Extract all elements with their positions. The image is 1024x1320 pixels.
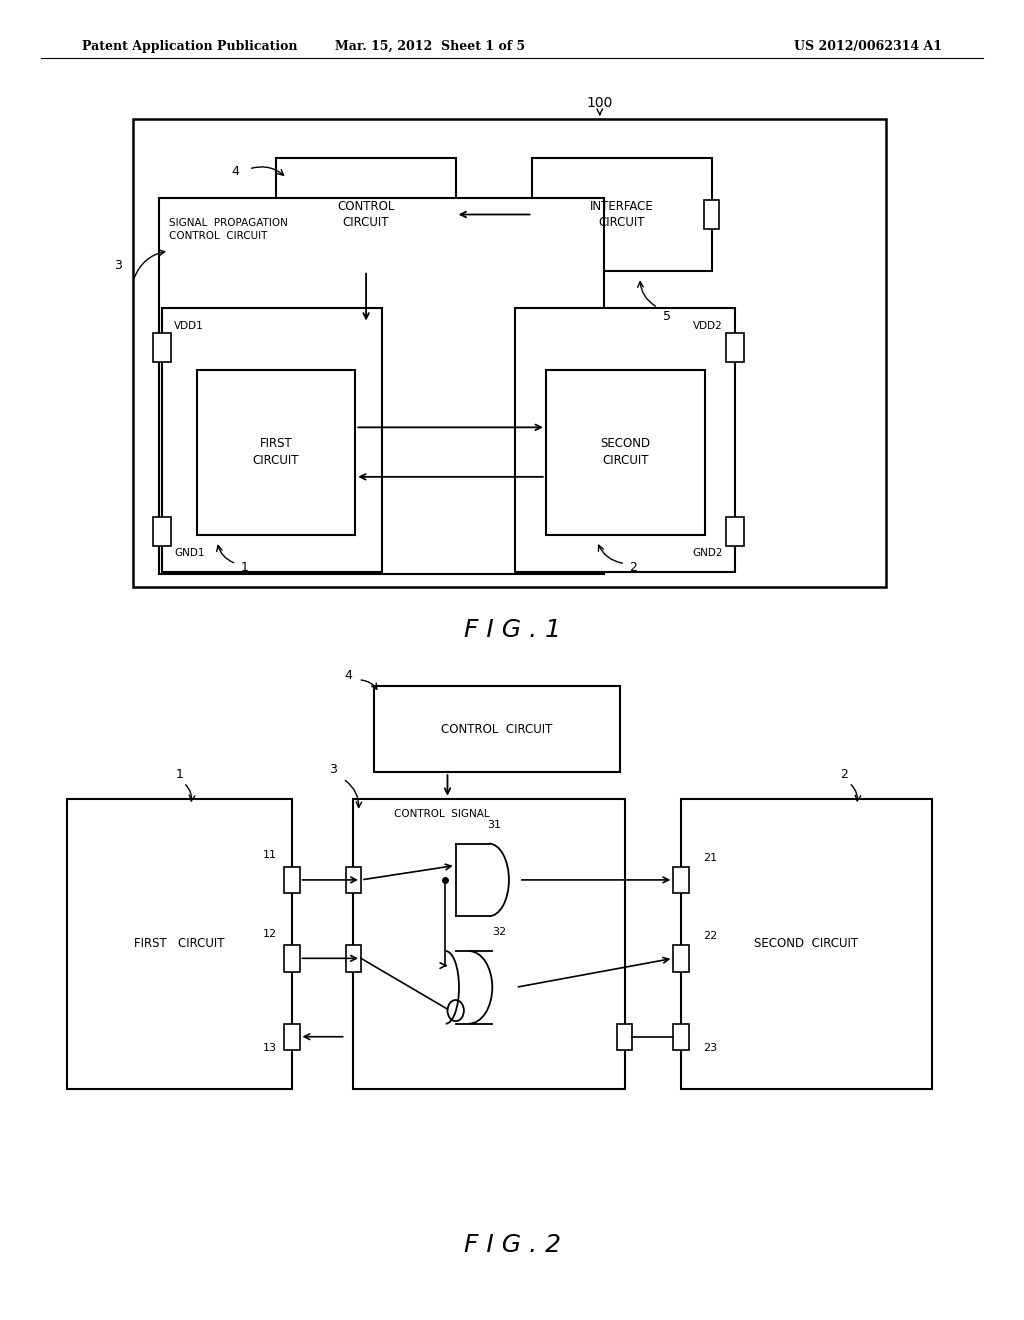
Bar — [674, 945, 689, 972]
Text: 3: 3 — [329, 763, 337, 776]
Text: 2: 2 — [629, 561, 637, 574]
Bar — [546, 370, 705, 535]
Text: GND2: GND2 — [692, 548, 723, 558]
Text: 12: 12 — [262, 928, 276, 939]
Text: INTERFACE
CIRCUIT: INTERFACE CIRCUIT — [590, 199, 654, 230]
Bar — [153, 517, 171, 546]
Text: 31: 31 — [487, 820, 501, 830]
Text: 4: 4 — [231, 165, 240, 178]
Text: SECOND
CIRCUIT: SECOND CIRCUIT — [600, 437, 650, 467]
Text: 21: 21 — [703, 853, 718, 863]
Text: 2: 2 — [840, 768, 848, 781]
Bar — [197, 370, 355, 535]
Text: 13: 13 — [262, 1043, 276, 1053]
Text: CONTROL  CIRCUIT: CONTROL CIRCUIT — [441, 723, 552, 735]
Bar — [674, 867, 689, 894]
Text: CONTROL
CIRCUIT: CONTROL CIRCUIT — [337, 199, 395, 230]
Text: FIRST
CIRCUIT: FIRST CIRCUIT — [253, 437, 299, 467]
Text: 1: 1 — [175, 768, 183, 781]
Bar — [276, 158, 456, 271]
Bar — [133, 119, 886, 587]
Bar — [285, 867, 300, 894]
Text: F I G . 2: F I G . 2 — [464, 1233, 560, 1257]
Text: FIRST   CIRCUIT: FIRST CIRCUIT — [134, 937, 224, 950]
Bar — [374, 686, 620, 772]
Text: 11: 11 — [262, 850, 276, 861]
Text: SIGNAL  PROPAGATION
CONTROL  CIRCUIT: SIGNAL PROPAGATION CONTROL CIRCUIT — [169, 218, 288, 242]
Text: 32: 32 — [493, 927, 506, 937]
Bar — [345, 945, 360, 972]
Text: 100: 100 — [587, 95, 613, 110]
Text: Mar. 15, 2012  Sheet 1 of 5: Mar. 15, 2012 Sheet 1 of 5 — [335, 40, 525, 53]
Bar — [162, 308, 382, 572]
Bar — [345, 867, 360, 894]
Bar — [515, 308, 735, 572]
Text: 1: 1 — [241, 561, 248, 574]
Text: 5: 5 — [663, 310, 671, 323]
Bar — [67, 799, 292, 1089]
Bar — [705, 199, 720, 230]
Text: US 2012/0062314 A1: US 2012/0062314 A1 — [794, 40, 942, 53]
Bar — [285, 1023, 300, 1049]
Text: GND1: GND1 — [174, 548, 205, 558]
Bar — [726, 517, 744, 546]
Text: 4: 4 — [344, 669, 352, 682]
Bar — [681, 799, 932, 1089]
Text: 3: 3 — [114, 259, 122, 272]
Bar — [726, 333, 744, 362]
Bar — [153, 333, 171, 362]
Bar — [353, 799, 625, 1089]
Text: CONTROL  SIGNAL: CONTROL SIGNAL — [394, 809, 489, 820]
Text: F I G . 1: F I G . 1 — [464, 618, 560, 642]
Text: SECOND  CIRCUIT: SECOND CIRCUIT — [755, 937, 858, 950]
Bar — [616, 1023, 633, 1049]
Text: 23: 23 — [703, 1043, 718, 1053]
Text: VDD1: VDD1 — [174, 321, 204, 331]
Bar — [674, 1023, 689, 1049]
Bar — [159, 198, 604, 574]
Bar — [532, 158, 712, 271]
Text: Patent Application Publication: Patent Application Publication — [82, 40, 297, 53]
Text: VDD2: VDD2 — [693, 321, 723, 331]
Bar — [285, 945, 300, 972]
Text: 22: 22 — [703, 931, 718, 941]
